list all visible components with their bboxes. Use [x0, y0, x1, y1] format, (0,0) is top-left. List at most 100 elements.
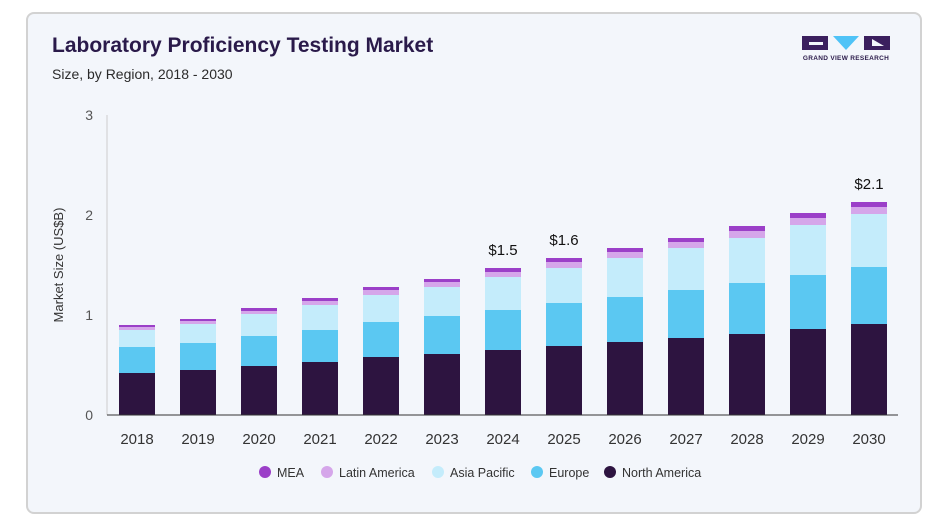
bar-latin-america-2029 [790, 218, 826, 225]
bar-asia-pacific-2018 [119, 330, 155, 347]
x-tick-label: 2020 [242, 431, 275, 448]
bar-north-america-2030 [851, 324, 887, 415]
legend-swatch [259, 466, 271, 478]
bar-latin-america-2022 [363, 290, 399, 295]
legend-swatch [432, 466, 444, 478]
bar-north-america-2021 [302, 362, 338, 415]
bar-latin-america-2026 [607, 252, 643, 258]
bar-europe-2019 [180, 343, 216, 370]
bar-europe-2020 [241, 336, 277, 366]
bar-mea-2029 [790, 213, 826, 218]
logo-text: GRAND VIEW RESEARCH [802, 55, 890, 62]
bar-north-america-2025 [546, 346, 582, 415]
bar-north-america-2024 [485, 350, 521, 415]
data-label-2030: $2.1 [854, 176, 883, 193]
y-tick-label: 0 [85, 407, 93, 423]
bar-mea-2023 [424, 279, 460, 282]
bar-stack-2024 [485, 268, 521, 415]
bar-north-america-2020 [241, 366, 277, 415]
y-tick-label: 1 [85, 307, 93, 323]
bar-stack-2029 [790, 213, 826, 415]
bar-latin-america-2024 [485, 272, 521, 277]
legend: MEA Latin America Asia Pacific Europe North … [259, 466, 701, 480]
legend-label: Europe [549, 466, 589, 480]
bar-europe-2021 [302, 330, 338, 362]
x-tick-label: 2025 [547, 431, 580, 448]
bar-latin-america-2018 [119, 327, 155, 330]
legend-swatch [604, 466, 616, 478]
bar-europe-2024 [485, 310, 521, 350]
legend-item-north-america: North America [604, 466, 701, 480]
bar-stack-2018 [119, 325, 155, 415]
bar-mea-2019 [180, 319, 216, 321]
bar-stack-2023 [424, 279, 460, 415]
legend-swatch [321, 466, 333, 478]
bar-stack-2030 [851, 202, 887, 415]
x-tick-label: 2019 [181, 431, 214, 448]
bar-latin-america-2027 [668, 242, 704, 248]
bar-mea-2026 [607, 248, 643, 252]
y-axis-label: Market Size (US$B) [51, 208, 66, 323]
bar-asia-pacific-2027 [668, 248, 704, 290]
bar-europe-2023 [424, 316, 460, 354]
bar-north-america-2019 [180, 370, 216, 415]
bar-latin-america-2028 [729, 231, 765, 238]
bar-europe-2025 [546, 303, 582, 346]
grand-view-research-logo [802, 36, 890, 50]
bar-asia-pacific-2030 [851, 214, 887, 267]
bar-mea-2030 [851, 202, 887, 207]
bar-latin-america-2025 [546, 262, 582, 268]
bar-asia-pacific-2019 [180, 324, 216, 343]
x-tick-label: 2027 [669, 431, 702, 448]
bar-stack-2026 [607, 248, 643, 415]
bar-mea-2020 [241, 308, 277, 311]
bar-north-america-2027 [668, 338, 704, 415]
x-tick-label: 2021 [303, 431, 336, 448]
x-tick-label: 2023 [425, 431, 458, 448]
bar-stack-2028 [729, 226, 765, 415]
bar-europe-2026 [607, 297, 643, 342]
bar-stack-2025 [546, 258, 582, 415]
legend-label: MEA [277, 466, 305, 480]
bar-europe-2029 [790, 275, 826, 329]
bar-stack-2020 [241, 308, 277, 415]
x-tick-label: 2029 [791, 431, 824, 448]
bar-asia-pacific-2025 [546, 268, 582, 303]
legend-item-mea: MEA [259, 466, 305, 480]
legend-swatch [531, 466, 543, 478]
bar-mea-2018 [119, 325, 155, 327]
y-tick-label: 3 [85, 107, 93, 123]
bar-stack-2022 [363, 287, 399, 415]
x-tick-label: 2022 [364, 431, 397, 448]
bar-asia-pacific-2020 [241, 314, 277, 336]
bar-asia-pacific-2022 [363, 295, 399, 322]
bar-north-america-2028 [729, 334, 765, 415]
bar-north-america-2023 [424, 354, 460, 415]
bar-north-america-2018 [119, 373, 155, 415]
bar-latin-america-2030 [851, 207, 887, 214]
bar-stack-2027 [668, 238, 704, 415]
x-tick-label: 2028 [730, 431, 763, 448]
bar-europe-2027 [668, 290, 704, 338]
data-label-2025: $1.6 [549, 232, 578, 249]
bar-asia-pacific-2026 [607, 258, 643, 297]
bar-europe-2030 [851, 267, 887, 324]
bars-group [119, 202, 887, 415]
data-label-2024: $1.5 [488, 242, 517, 259]
annotations: $1.5 $1.6 $2.1 [488, 176, 883, 259]
bar-mea-2028 [729, 226, 765, 231]
bar-stack-2019 [180, 319, 216, 415]
bar-north-america-2029 [790, 329, 826, 415]
bar-europe-2022 [363, 322, 399, 357]
x-tick-label: 2024 [486, 431, 519, 448]
bar-asia-pacific-2024 [485, 277, 521, 310]
x-tick-label: 2026 [608, 431, 641, 448]
legend-item-latin-america: Latin America [321, 466, 415, 480]
bar-mea-2025 [546, 258, 582, 262]
bar-mea-2021 [302, 298, 338, 301]
legend-item-asia-pacific: Asia Pacific [432, 466, 515, 480]
bar-mea-2024 [485, 268, 521, 272]
y-tick-label: 2 [85, 207, 93, 223]
chart-card [26, 12, 922, 514]
